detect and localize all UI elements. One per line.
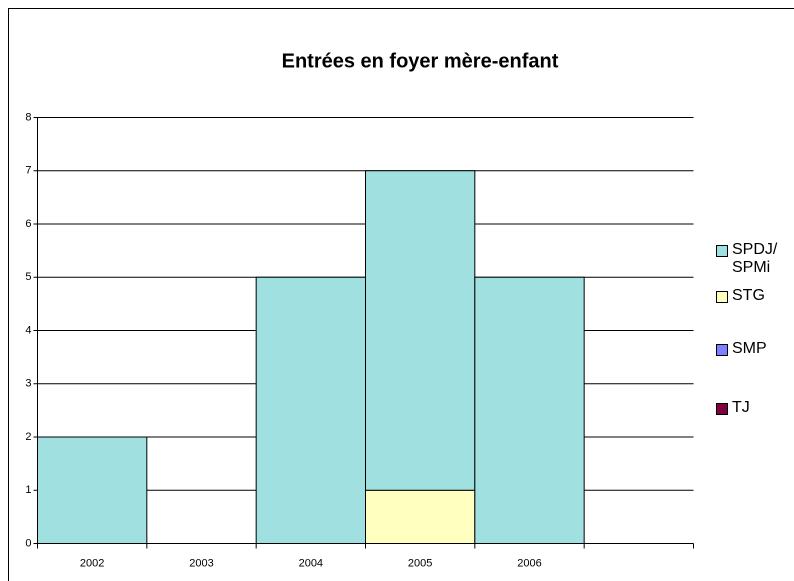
y-tick-label: 4 — [25, 324, 31, 336]
chart-title: Entrées en foyer mère-enfant — [282, 50, 559, 72]
legend-item: STG — [716, 287, 782, 305]
bar-segment — [365, 489, 476, 544]
y-tick-label: 2 — [25, 431, 31, 443]
legend-label: STG — [732, 287, 765, 304]
legend-label: TJ — [732, 399, 750, 416]
bar-segment — [37, 436, 148, 544]
x-tick-label: 2002 — [80, 557, 104, 569]
y-tick-label: 8 — [25, 111, 31, 123]
y-tick-label: 6 — [25, 218, 31, 230]
x-tick-label: 2003 — [189, 557, 213, 569]
legend-label: SMP — [732, 340, 767, 357]
legend-swatch — [716, 403, 728, 415]
y-tick-label: 3 — [25, 378, 31, 390]
y-tick-label: 1 — [25, 484, 31, 496]
y-tick-label: 5 — [25, 271, 31, 283]
y-tick-label: 0 — [25, 537, 31, 549]
y-tick-label: 7 — [25, 165, 31, 177]
x-tick-label: 2006 — [517, 557, 541, 569]
x-tick-label: 2005 — [408, 557, 432, 569]
legend-swatch — [716, 245, 728, 257]
legend-label: SPDJ/SPMi — [732, 241, 778, 276]
bar-segment — [365, 170, 476, 491]
bar-segment — [474, 276, 585, 544]
legend-swatch — [716, 344, 728, 356]
legend-item: SMP — [716, 340, 782, 358]
x-tick-label: 2004 — [299, 557, 323, 569]
legend-swatch — [716, 291, 728, 303]
legend-item: SPDJ/SPMi — [716, 241, 782, 277]
legend-item: TJ — [716, 399, 782, 417]
bar-segment — [255, 276, 366, 544]
